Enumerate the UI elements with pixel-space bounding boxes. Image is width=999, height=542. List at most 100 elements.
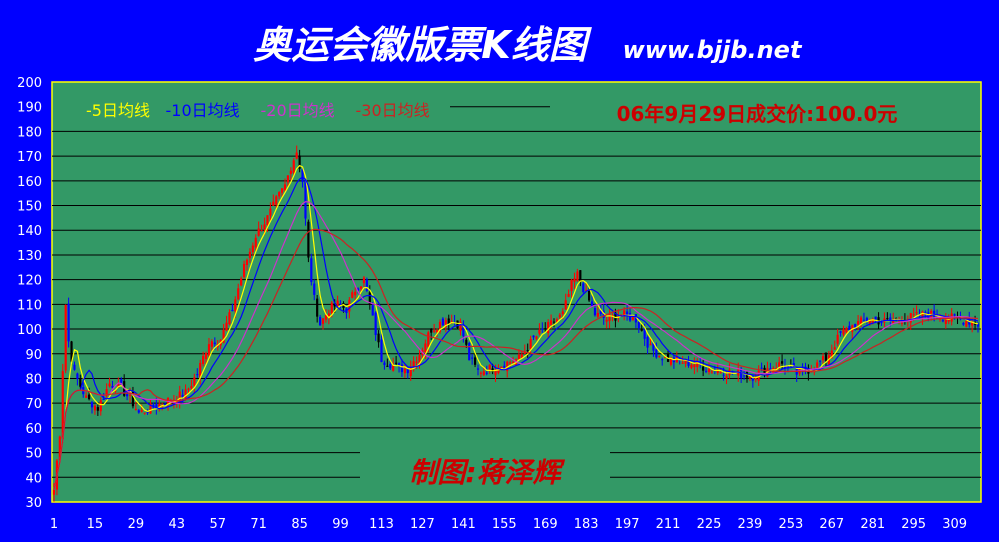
candle-body bbox=[491, 368, 494, 372]
candle-body bbox=[848, 325, 851, 331]
candle-body bbox=[640, 329, 643, 331]
candle-body bbox=[555, 319, 559, 323]
candle-body bbox=[854, 324, 857, 328]
candle-body bbox=[824, 352, 828, 361]
x-tick-label: 15 bbox=[87, 517, 104, 532]
candle-body bbox=[567, 294, 570, 297]
candle-body bbox=[231, 309, 234, 312]
candle-body bbox=[368, 292, 371, 305]
candle-body bbox=[582, 283, 585, 293]
candle-body bbox=[623, 310, 626, 317]
candle-body bbox=[362, 277, 366, 284]
x-tick-label: 309 bbox=[942, 517, 967, 532]
candle-body bbox=[944, 318, 947, 324]
candle-body bbox=[874, 316, 877, 320]
candle-body bbox=[541, 328, 544, 330]
candle-body bbox=[365, 279, 368, 291]
candle-body bbox=[459, 321, 462, 331]
candle-body bbox=[275, 196, 278, 205]
candle-body bbox=[921, 311, 924, 318]
candle-body bbox=[886, 318, 889, 320]
candle-body bbox=[473, 357, 477, 365]
candle-body bbox=[298, 155, 301, 169]
candle-body bbox=[570, 279, 573, 292]
candle-body bbox=[552, 321, 556, 323]
y-tick-label: 60 bbox=[25, 422, 42, 437]
candle-body bbox=[120, 379, 123, 384]
y-tick-label: 100 bbox=[17, 323, 42, 338]
candle-body bbox=[819, 360, 822, 362]
candle-body bbox=[725, 375, 728, 379]
candle-body bbox=[409, 367, 412, 377]
chart-title: 奥运会徽版票K线图 bbox=[253, 23, 592, 67]
candle-body bbox=[105, 388, 108, 396]
candle-body bbox=[927, 312, 930, 319]
x-tick-label: 295 bbox=[901, 517, 926, 532]
x-tick-label: 99 bbox=[332, 517, 349, 532]
candle-body bbox=[590, 301, 594, 307]
candle-body bbox=[193, 377, 196, 386]
candle-body bbox=[389, 363, 392, 369]
candle-body bbox=[248, 251, 252, 258]
candle-body bbox=[178, 391, 181, 403]
candle-body bbox=[403, 368, 406, 374]
candle-body bbox=[128, 394, 132, 396]
candle-body bbox=[456, 320, 459, 328]
candle-body bbox=[85, 395, 88, 398]
candle-body bbox=[564, 300, 567, 310]
x-tick-label: 169 bbox=[533, 517, 558, 532]
candle-body bbox=[482, 371, 485, 376]
x-tick-label: 267 bbox=[819, 517, 844, 532]
candle-body bbox=[511, 361, 515, 363]
candle-body bbox=[780, 361, 784, 364]
candle-body bbox=[634, 314, 637, 323]
ma-line-30 bbox=[53, 228, 979, 490]
candle-body bbox=[444, 320, 447, 328]
moving-average-lines bbox=[53, 164, 979, 490]
candle-body bbox=[433, 330, 436, 332]
candle-body bbox=[748, 376, 752, 379]
candle-body bbox=[117, 382, 120, 388]
candle-body bbox=[938, 318, 942, 320]
x-axis: 1 15 29 43 57 71 85 99 113 127 141 155 169 183 197 211 2… bbox=[50, 517, 967, 532]
candle-body bbox=[357, 288, 360, 291]
candle-body bbox=[915, 312, 918, 314]
candle-body bbox=[278, 192, 281, 197]
x-tick-label: 85 bbox=[291, 517, 308, 532]
candle-body bbox=[316, 298, 319, 317]
x-tick-label: 197 bbox=[615, 517, 640, 532]
y-tick-label: 80 bbox=[25, 372, 42, 387]
x-tick-label: 1 bbox=[50, 517, 58, 532]
candle-body bbox=[719, 372, 722, 374]
candle-body bbox=[286, 175, 290, 183]
candle-body bbox=[52, 489, 56, 495]
candle-body bbox=[87, 394, 91, 400]
candle-body bbox=[272, 201, 275, 206]
candle-body bbox=[561, 311, 564, 315]
candle-body bbox=[283, 184, 287, 191]
candle-body bbox=[804, 366, 807, 372]
y-tick-label: 40 bbox=[25, 471, 42, 486]
candle-body bbox=[304, 179, 307, 219]
candle-body bbox=[593, 307, 597, 316]
y-tick-label: 70 bbox=[25, 397, 42, 412]
candle-body bbox=[237, 288, 240, 300]
candle-body bbox=[313, 283, 316, 295]
candle-body bbox=[371, 305, 374, 316]
x-tick-label: 225 bbox=[697, 517, 722, 532]
candle-body bbox=[441, 318, 444, 326]
candle-body bbox=[880, 322, 883, 324]
candle-body bbox=[547, 321, 550, 334]
candle-body bbox=[941, 320, 945, 322]
candle-body bbox=[134, 408, 137, 410]
candle-body bbox=[523, 351, 526, 355]
candle-body bbox=[751, 376, 754, 381]
candle-body bbox=[327, 313, 330, 319]
x-tick-label: 127 bbox=[410, 517, 435, 532]
candle-body bbox=[330, 302, 333, 314]
candle-body bbox=[535, 336, 538, 339]
candle-body bbox=[862, 319, 866, 321]
candle-body bbox=[380, 339, 383, 362]
candle-body bbox=[953, 314, 956, 316]
candle-body bbox=[108, 383, 111, 387]
